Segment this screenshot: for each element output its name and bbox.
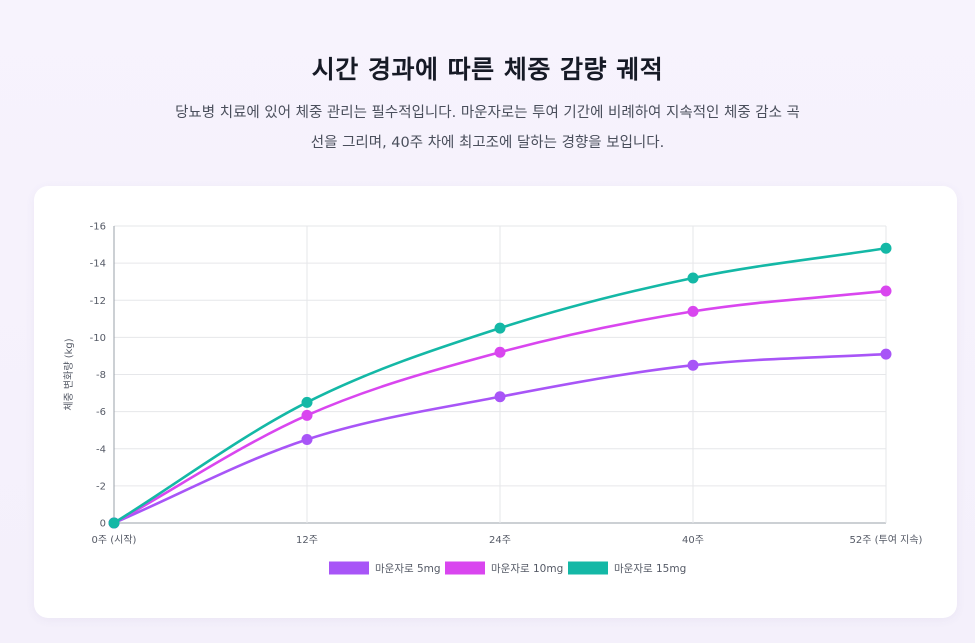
legend-layer: 마운자로 5mg 마운자로 10mg 마운자로 15mg	[329, 561, 686, 575]
y-tick-label: -12	[90, 296, 106, 307]
x-tick-label: 24주	[489, 535, 511, 546]
data-point-마운자로-5mg	[301, 433, 313, 445]
weight-loss-line-chart: 0 -2 -4 -6 -8 -10 -12 -14 -16 0주 (시작) 12주 24주 40주 52주…	[63, 222, 923, 576]
data-point-마운자로-5mg	[494, 391, 506, 403]
y-tick-label: 0	[100, 519, 106, 530]
data-point-마운자로-10mg	[494, 346, 506, 358]
y-axis-title: 체중 변화량 (kg)	[63, 338, 75, 410]
data-point-마운자로-15mg	[108, 517, 120, 529]
legend-label-마운자로-5mg: 마운자로 5mg	[375, 563, 441, 575]
y-tick-label: -2	[96, 481, 106, 492]
legend-swatch-마운자로-15mg	[568, 561, 608, 575]
page-subtitle: 당뇨병 치료에 있어 체중 관리는 필수적입니다. 마운자로는 투여 기간에 비…	[130, 98, 845, 158]
data-point-마운자로-15mg	[880, 242, 892, 254]
subtitle-line-1: 당뇨병 치료에 있어 체중 관리는 필수적입니다. 마운자로는 투여 기간에 비…	[175, 105, 800, 121]
chart-card: 0 -2 -4 -6 -8 -10 -12 -14 -16 0주 (시작) 12주 24주 40주 52주…	[34, 186, 957, 618]
y-tick-label: -6	[96, 407, 106, 418]
data-point-마운자로-15mg	[301, 396, 313, 408]
x-tick-label: 0주 (시작)	[92, 534, 137, 546]
y-tick-label: -4	[96, 444, 106, 455]
legend-label-마운자로-15mg: 마운자로 15mg	[614, 563, 686, 575]
y-tick-label: -8	[96, 370, 106, 381]
legend-swatch-마운자로-5mg	[329, 561, 369, 575]
data-point-마운자로-10mg	[880, 285, 892, 297]
data-point-마운자로-10mg	[687, 305, 699, 317]
legend-swatch-마운자로-10mg	[445, 561, 485, 575]
x-tick-label: 52주 (투여 지속)	[850, 534, 923, 546]
y-tick-label: -16	[90, 222, 106, 233]
x-tick-label: 40주	[682, 535, 704, 546]
data-point-마운자로-15mg	[687, 272, 699, 284]
x-tick-label: 12주	[296, 535, 318, 546]
data-point-마운자로-5mg	[880, 348, 892, 360]
y-tick-label: -10	[90, 333, 106, 344]
page-title: 시간 경과에 따른 체중 감량 궤적	[311, 55, 664, 84]
axis-layer: 0 -2 -4 -6 -8 -10 -12 -14 -16 0주 (시작) 12주 24주 40주 52주…	[63, 222, 923, 547]
data-point-마운자로-5mg	[687, 359, 699, 371]
legend-label-마운자로-10mg: 마운자로 10mg	[491, 563, 563, 575]
subtitle-line-2: 선을 그리며, 40주 차에 최고조에 달하는 경향을 보입니다.	[310, 135, 665, 151]
y-tick-label: -14	[90, 259, 106, 270]
data-point-마운자로-10mg	[301, 409, 313, 421]
grid-layer	[113, 225, 887, 524]
data-point-마운자로-15mg	[494, 322, 506, 334]
series-layer	[108, 242, 892, 529]
